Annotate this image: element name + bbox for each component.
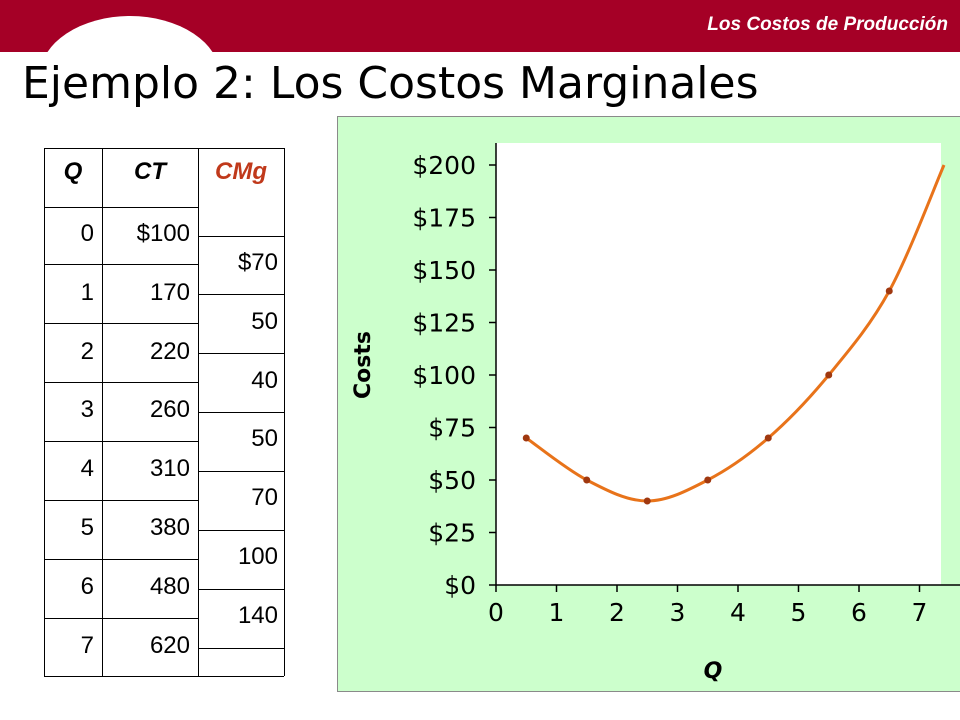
decorative-arc	[40, 16, 220, 52]
y-tick-label: $25	[428, 519, 476, 548]
y-tick-label: $0	[444, 571, 476, 600]
cmg-cell: 50	[251, 425, 278, 453]
y-tick-label: $100	[412, 361, 476, 390]
data-point	[522, 434, 530, 442]
x-tick-label: 0	[488, 598, 504, 627]
ct-cell: 260	[149, 396, 190, 424]
y-tick-label: $200	[412, 151, 476, 180]
data-point	[643, 497, 651, 505]
q-cell: 7	[80, 631, 94, 659]
ct-cell: 220	[149, 337, 190, 365]
table-hline-left	[44, 264, 198, 265]
table-hline-left	[44, 441, 198, 442]
table-hline-right	[198, 236, 284, 237]
table-hline-left	[44, 676, 198, 677]
q-cell: 5	[80, 514, 94, 541]
data-point	[704, 476, 712, 484]
cmg-cell: 70	[251, 484, 278, 512]
q-cell: 6	[80, 572, 94, 600]
data-point	[825, 371, 833, 379]
table-vline	[284, 148, 285, 676]
table-hline-right	[198, 676, 284, 677]
x-tick-label: 1	[549, 598, 565, 627]
table-hline-left	[44, 148, 198, 149]
table-hline-right	[198, 589, 284, 590]
table-hline-left	[44, 500, 198, 501]
table-hline-left	[44, 382, 198, 383]
cmg-cell: 50	[251, 307, 278, 335]
table-hline-right	[198, 530, 284, 531]
table-hline-left	[44, 618, 198, 619]
data-point	[764, 434, 772, 442]
y-tick-label: $50	[428, 466, 476, 495]
cmg-cell: $70	[237, 249, 278, 276]
table-hline-right	[198, 412, 284, 413]
table-hline-right	[198, 294, 284, 295]
q-cell: 4	[80, 455, 94, 483]
x-tick-label: 7	[912, 598, 928, 627]
q-cell: 0	[80, 220, 94, 247]
table-hline-left	[44, 323, 198, 324]
ct-cell: 310	[149, 455, 190, 483]
cmg-cell: 140	[237, 601, 278, 629]
table-hline-right	[198, 353, 284, 354]
header-cmg: CMg	[215, 158, 267, 185]
table-hline-right	[198, 148, 284, 149]
ct-cell: 480	[149, 572, 190, 600]
y-axis-label: Costs	[351, 331, 376, 399]
table-hline-right	[198, 471, 284, 472]
q-cell: 2	[80, 337, 94, 365]
x-axis-label: Q	[704, 659, 723, 684]
chart-svg: $0 $25 $50 $75 $100 $125 $150 $175 $200 0 1 2 3 4 5 6 7 C…	[351, 143, 960, 684]
table-hline-left	[44, 207, 198, 208]
table-vline	[44, 148, 45, 676]
title-bar: Los Costos de Producción	[0, 0, 960, 52]
data-point	[583, 476, 591, 484]
ct-cell: $100	[136, 220, 190, 247]
x-tick-label: 2	[609, 598, 625, 627]
marginal-cost-chart: $0 $25 $50 $75 $100 $125 $150 $175 $200 0 1 2 3 4 5 6 7 C…	[337, 116, 960, 692]
x-tick-label: 3	[670, 598, 686, 627]
slide-title: Ejemplo 2: Los Costos Marginales	[22, 58, 759, 109]
header-ct: CT	[134, 158, 166, 185]
ct-cell: 620	[149, 631, 190, 659]
cmg-cell: 40	[251, 366, 278, 394]
y-tick-label: $125	[412, 309, 476, 338]
q-cell: 3	[80, 396, 94, 424]
y-tick-label: $75	[428, 414, 476, 443]
q-cell: 1	[80, 278, 94, 306]
cmg-cell: 100	[237, 543, 278, 570]
table-hline-right	[198, 648, 284, 649]
ct-cell: 380	[149, 514, 190, 541]
ct-cell: 170	[149, 278, 190, 306]
table-hline-left	[44, 559, 198, 560]
section-title: Los Costos de Producción	[707, 14, 948, 35]
plot-area	[496, 143, 941, 585]
table-vline	[102, 148, 103, 676]
header-q: Q	[63, 158, 83, 185]
x-tick-label: 5	[791, 598, 807, 627]
data-point	[885, 287, 893, 295]
y-tick-label: $175	[412, 204, 476, 233]
y-tick-label: $150	[412, 256, 476, 285]
x-tick-label: 6	[851, 598, 867, 627]
x-tick-label: 4	[730, 598, 746, 627]
